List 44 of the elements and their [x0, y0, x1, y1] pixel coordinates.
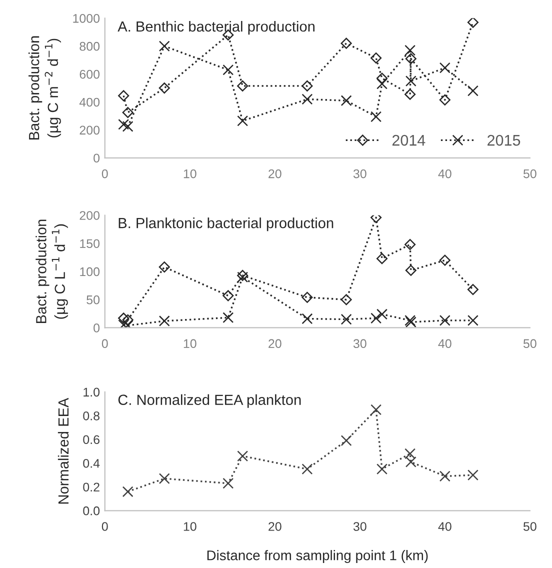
x-tick-label: 30	[353, 169, 366, 178]
x-tick-label: 50	[523, 522, 536, 531]
x-tick-label: 10	[184, 169, 196, 178]
y-tick-label: 1.0	[84, 388, 100, 397]
x-tick-label: 30	[353, 339, 366, 348]
x-tick-label: 0	[102, 169, 108, 178]
x-tick-label: 10	[184, 339, 196, 348]
y-tick-label: 200	[80, 211, 100, 220]
y-tick-label: 0.4	[83, 458, 100, 468]
legend-label: 2014	[392, 134, 426, 146]
x-tick-label: 20	[268, 339, 282, 348]
y-tick-label: 150	[80, 239, 100, 248]
x-tick-label: 40	[438, 522, 452, 531]
x-tick-label: 30	[353, 522, 366, 531]
x-tick-label: 40	[438, 339, 452, 348]
y-tick-label: 1000	[73, 14, 100, 23]
y-tick-label: 50	[86, 295, 100, 304]
y-tick-label: 600	[80, 70, 100, 79]
y-tick-label: 0	[94, 324, 100, 332]
y-tick-label: 800	[80, 42, 100, 51]
y-axis-title: Bact. production (µg C L$^{−1}$ d$^{−1}$)	[36, 220, 68, 323]
x-tick-label: 0	[102, 339, 108, 348]
y-tick-label: 200	[80, 126, 100, 135]
x-tick-label: 0	[102, 522, 108, 531]
y-axis-title: Normalized EEA	[58, 398, 69, 504]
y-tick-label: 0.0	[83, 506, 100, 516]
x-tick-label: 10	[184, 522, 196, 531]
y-tick-label: 0.2	[83, 482, 100, 492]
x-tick-label: 40	[438, 169, 452, 178]
x-tick-label: 20	[268, 169, 282, 178]
y-tick-label: 100	[80, 267, 100, 276]
x-axis-title: Distance from sampling point 1 (km)	[207, 550, 428, 564]
y-tick-label: 0.8	[83, 411, 100, 420]
chart-title: A. Benthic bacterial production	[118, 20, 314, 35]
x-tick-label: 50	[523, 339, 536, 348]
y-tick-label: 400	[79, 98, 100, 107]
legend-label: 2015	[488, 134, 520, 146]
y-tick-label: 0	[94, 154, 100, 163]
chart-title: B. Planktonic bacterial production	[118, 218, 334, 232]
y-axis-title: Bact. production (µg C m$^{−2}$ d$^{−1}$)	[28, 36, 61, 140]
x-tick-label: 20	[268, 522, 282, 531]
chart-title: C. Normalized EEA plankton	[118, 394, 301, 408]
x-tick-label: 50	[523, 169, 536, 178]
y-tick-label: 0.6	[83, 435, 100, 444]
